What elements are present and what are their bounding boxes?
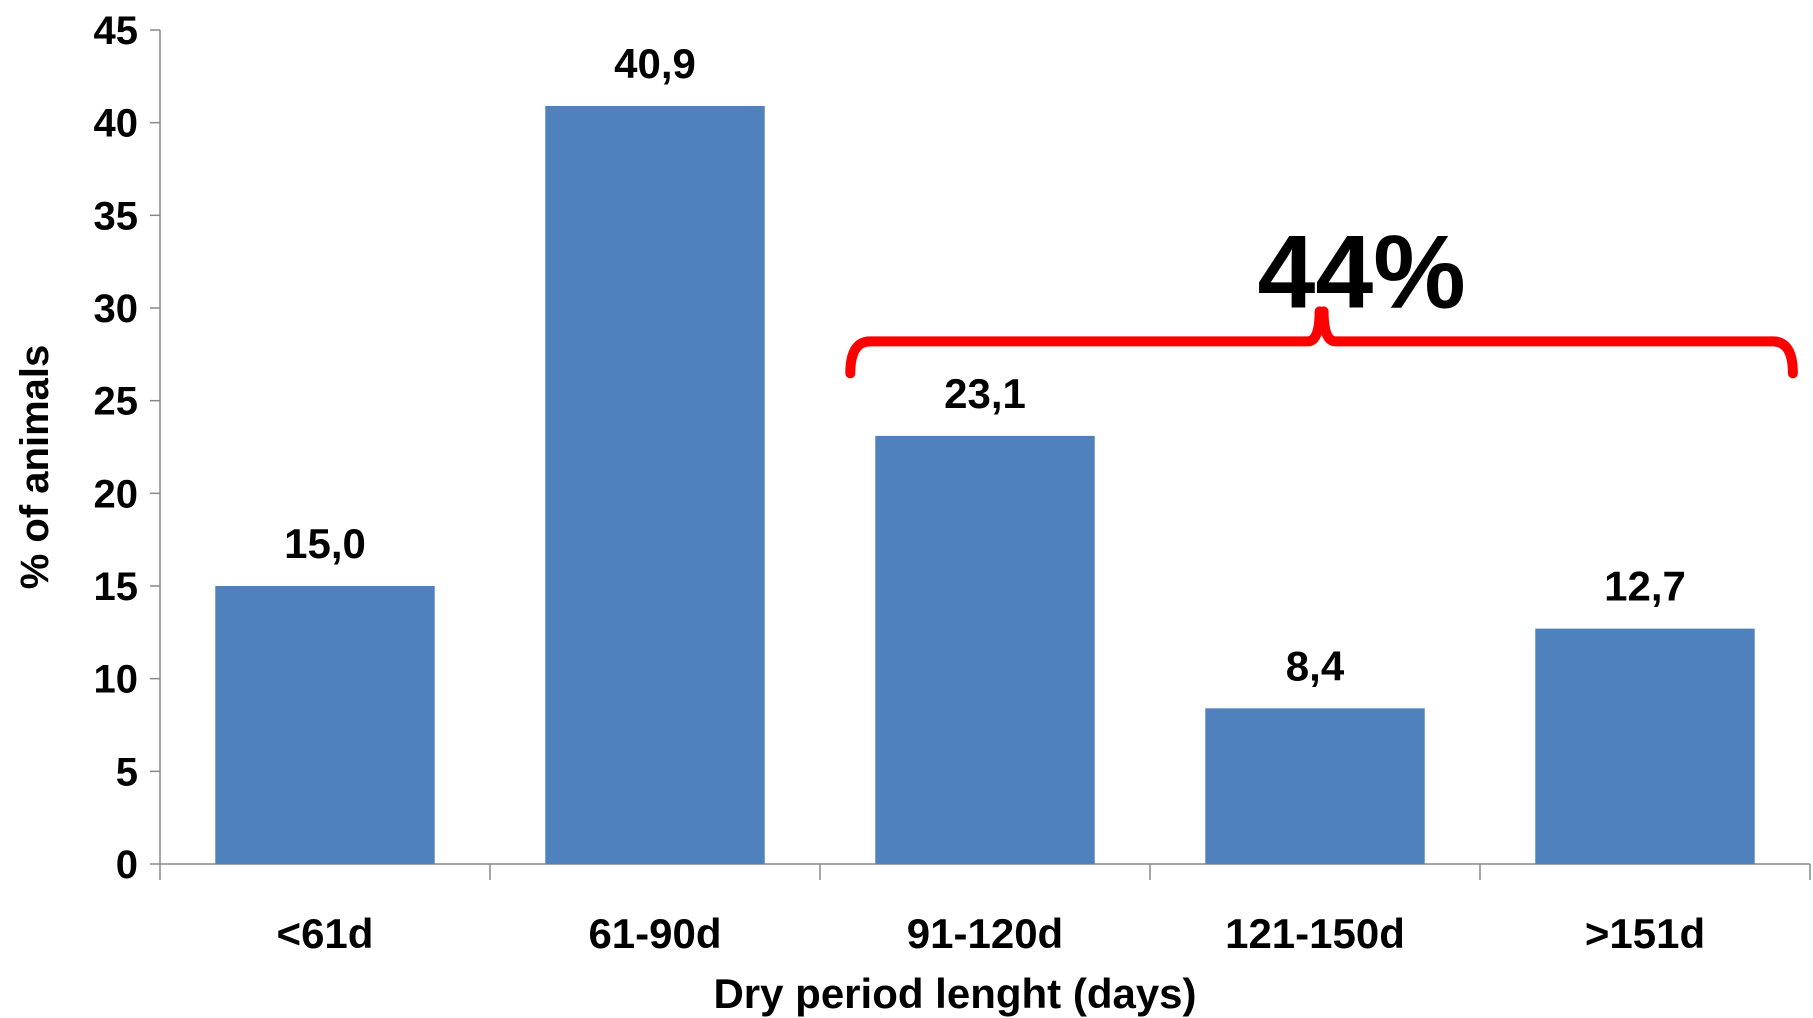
y-tick-label: 0 (116, 843, 138, 887)
bar (875, 435, 1095, 864)
bar-value-label: 15,0 (284, 520, 366, 567)
bar-value-label: 12,7 (1604, 563, 1686, 610)
annotation-brace (845, 306, 1798, 379)
bar-value-label: 40,9 (614, 40, 696, 87)
y-tick-label: 5 (116, 750, 138, 794)
data-labels: 15,0 40,9 23,1 8,4 12,7 (284, 40, 1686, 689)
y-tick-label: 35 (94, 194, 139, 238)
bar (1205, 708, 1425, 864)
bar (215, 586, 435, 864)
annotation: 44% (845, 214, 1798, 379)
y-axis: 0 5 10 15 20 25 30 35 40 45 (94, 9, 161, 887)
y-tick-label: 15 (94, 565, 139, 609)
bar-value-label: 8,4 (1286, 642, 1345, 689)
y-tick-label: 10 (94, 658, 139, 702)
x-tick-label: 121-150d (1225, 910, 1405, 957)
y-axis-title: % of animals (13, 345, 57, 590)
y-tick-label: 25 (94, 380, 139, 424)
y-tick-label: 20 (94, 472, 139, 516)
y-tick-label: 45 (94, 9, 139, 53)
bar (545, 105, 765, 864)
y-tick-label: 30 (94, 287, 139, 331)
bars (215, 105, 1755, 864)
x-tick-label: >151d (1585, 910, 1705, 957)
annotation-label: 44% (1258, 214, 1466, 330)
x-tick-label: <61d (277, 910, 374, 957)
x-tick-label: 61-90d (588, 910, 721, 957)
x-tick-label: 91-120d (907, 910, 1063, 957)
bar (1535, 628, 1755, 864)
x-axis: <61d 61-90d 91-120d 121-150d >151d (159, 863, 1811, 957)
y-tick-label: 40 (94, 102, 139, 146)
x-axis-title: Dry period lenght (days) (713, 970, 1196, 1017)
bar-value-label: 23,1 (944, 370, 1026, 417)
